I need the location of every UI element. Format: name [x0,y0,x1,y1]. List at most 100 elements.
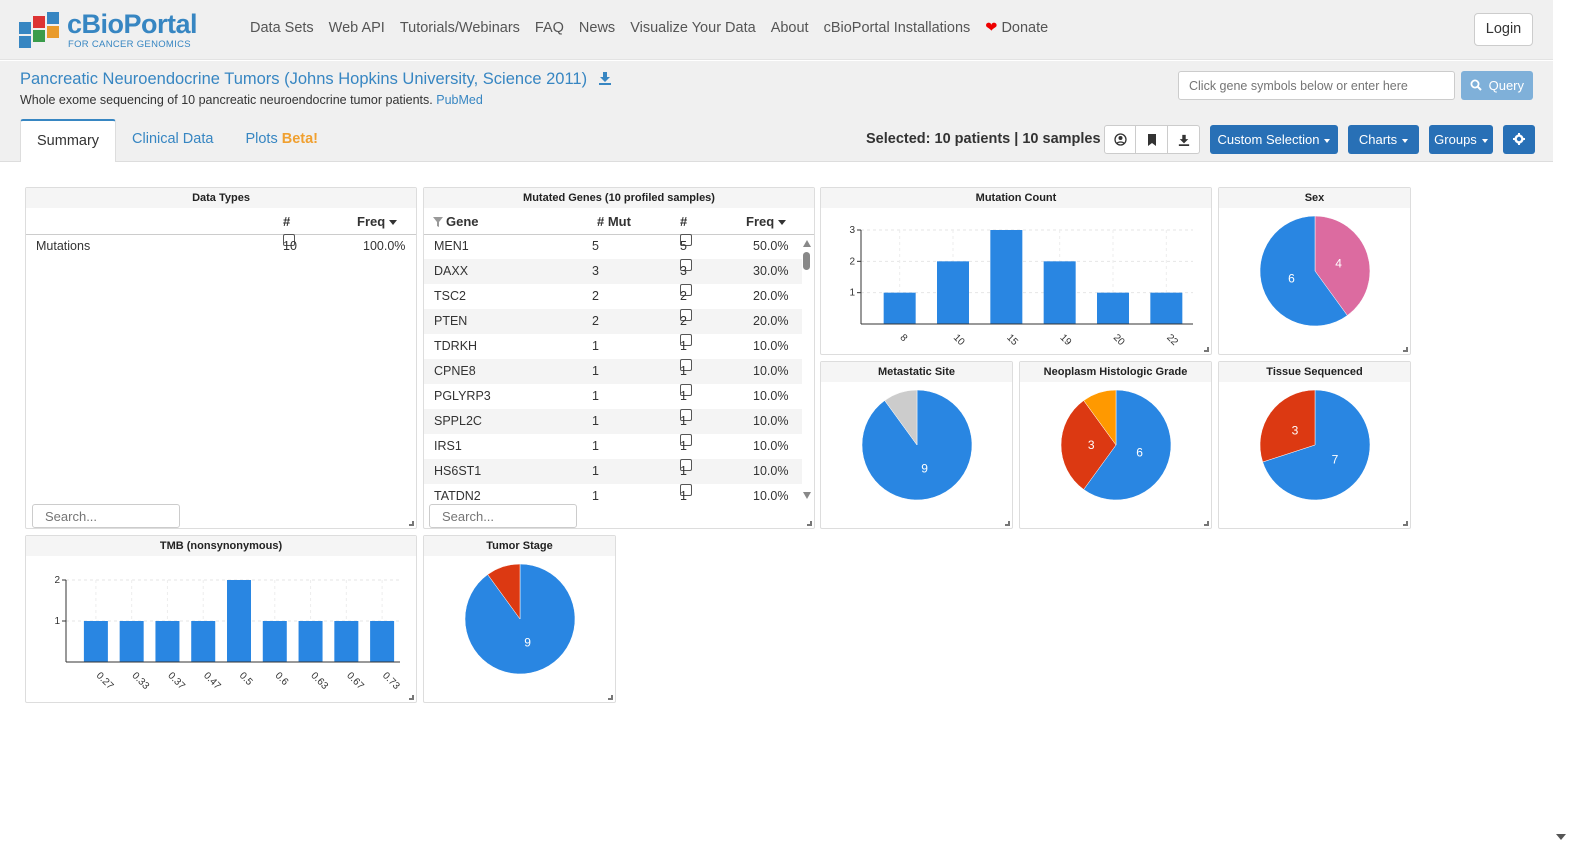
table-row[interactable]: TDRKH 1 1 10.0% [424,334,802,359]
nav-donate[interactable]: ❤ Donate [985,20,1048,36]
charts-button[interactable]: Charts [1348,125,1419,154]
frequency: 50.0% [753,239,789,253]
page-scroll-down-icon[interactable] [1556,834,1566,840]
table-row[interactable]: HS6ST1 1 1 10.0% [424,459,802,484]
gene-table-body: MEN1 5 5 50.0% DAXX 3 3 30.0% TSC2 2 2 20.0% PTEN 2 2 2… [424,234,802,500]
gene-symbol[interactable]: DAXX [434,264,469,278]
gene-symbol[interactable]: SPPL2C [434,414,482,428]
row-checkbox[interactable] [680,284,692,296]
download-icon[interactable] [598,71,612,85]
row-checkbox[interactable] [680,459,692,471]
data-types-search-input[interactable] [32,504,180,528]
gene-symbol[interactable]: TDRKH [434,339,478,353]
gene-query-input[interactable] [1178,71,1455,100]
nav-installations[interactable]: cBioPortal Installations [823,20,971,36]
gene-symbol[interactable]: CPNE8 [434,364,476,378]
study-title[interactable]: Pancreatic Neuroendocrine Tumors (Johns … [20,70,612,89]
table-row[interactable]: PGLYRP3 1 1 10.0% [424,384,802,409]
row-checkbox[interactable] [283,234,295,246]
table-row[interactable]: MEN1 5 5 50.0% [424,234,802,259]
login-button[interactable]: Login [1474,13,1533,46]
resize-handle[interactable] [1005,521,1010,526]
gene-symbol[interactable]: HS6ST1 [434,464,482,478]
row-checkbox[interactable] [680,484,692,496]
sort-desc-icon [778,220,787,226]
gene-symbol[interactable]: TSC2 [434,289,466,303]
pubmed-link[interactable]: PubMed [436,93,483,107]
bar [83,621,108,662]
mutated-genes-title: Mutated Genes (10 profiled samples) [424,188,814,208]
download-data-icon[interactable] [1168,125,1200,154]
resize-handle[interactable] [608,695,613,700]
nav-data-sets[interactable]: Data Sets [250,20,314,36]
scroll-up-icon[interactable] [803,240,811,247]
freq-column-header[interactable]: Freq [746,214,787,229]
row-checkbox[interactable] [680,309,692,321]
count-column-header[interactable]: # [680,214,688,229]
nav-web-api[interactable]: Web API [328,20,385,36]
table-row[interactable]: TSC2 2 2 20.0% [424,284,802,309]
nav-visualize[interactable]: Visualize Your Data [630,20,756,36]
gene-column-header[interactable]: Gene [433,214,479,229]
nav-faq[interactable]: FAQ [534,20,564,36]
mutated-genes-search-input[interactable] [429,504,577,528]
tab-clinical-data[interactable]: Clinical Data [132,131,214,147]
gene-symbol[interactable]: PGLYRP3 [434,389,491,403]
mutation-count: 2 [592,314,599,328]
table-row[interactable]: Mutations 10 100.0% [26,234,416,259]
data-types-count-header[interactable]: # [283,214,291,229]
resize-handle[interactable] [807,521,812,526]
bar [119,621,144,662]
bookmark-icon[interactable] [1136,125,1168,154]
table-row[interactable]: CPNE8 1 1 10.0% [424,359,802,384]
resize-handle[interactable] [1403,347,1408,352]
mutation-count: 5 [592,239,599,253]
cbioportal-logo[interactable]: cBioPortal FOR CANCER GENOMICS [19,9,198,51]
mut-column-header[interactable]: # Mut [597,214,631,229]
query-button[interactable]: Query [1461,71,1533,100]
resize-handle[interactable] [409,521,414,526]
filter-icon[interactable] [433,217,443,227]
table-row[interactable]: IRS1 1 1 10.0% [424,434,802,459]
pie-slice [1083,389,1117,446]
row-checkbox[interactable] [680,259,692,271]
groups-button[interactable]: Groups [1429,125,1493,154]
slice-label: 3 [1292,423,1299,437]
row-checkbox[interactable] [680,384,692,396]
scroll-down-icon[interactable] [803,492,811,499]
row-checkbox[interactable] [680,234,692,246]
table-row[interactable]: TATDN2 1 1 10.0% [424,484,802,500]
settings-button[interactable] [1503,125,1535,154]
slice-label: 7 [1332,453,1339,467]
row-checkbox[interactable] [680,409,692,421]
user-icon[interactable] [1104,125,1136,154]
table-row[interactable]: DAXX 3 3 30.0% [424,259,802,284]
gene-symbol[interactable]: PTEN [434,314,468,328]
custom-selection-button[interactable]: Custom Selection [1210,125,1338,154]
row-checkbox[interactable] [680,359,692,371]
resize-handle[interactable] [1204,521,1209,526]
row-checkbox[interactable] [680,434,692,446]
nav-about[interactable]: About [770,20,809,36]
table-scrollbar[interactable] [802,238,812,500]
bar [937,261,969,324]
resize-handle[interactable] [409,695,414,700]
row-checkbox[interactable] [680,334,692,346]
data-types-freq-header[interactable]: Freq [357,214,398,229]
tab-summary[interactable]: Summary [20,119,117,162]
tab-plots[interactable]: Plots Beta! [229,119,334,162]
resize-handle[interactable] [1204,347,1209,352]
table-row[interactable]: SPPL2C 1 1 10.0% [424,409,802,434]
gene-symbol[interactable]: MEN1 [434,239,469,253]
table-row[interactable]: PTEN 2 2 20.0% [424,309,802,334]
bar [298,621,323,662]
frequency: 30.0% [753,264,789,278]
scroll-thumb[interactable] [803,252,810,270]
gene-symbol[interactable]: TATDN2 [434,489,481,500]
nav-news[interactable]: News [578,20,616,36]
resize-handle[interactable] [1403,521,1408,526]
gene-symbol[interactable]: IRS1 [434,439,462,453]
pie-slice [884,389,918,446]
nav-tutorials[interactable]: Tutorials/Webinars [399,20,520,36]
mutation-count: 3 [592,264,599,278]
